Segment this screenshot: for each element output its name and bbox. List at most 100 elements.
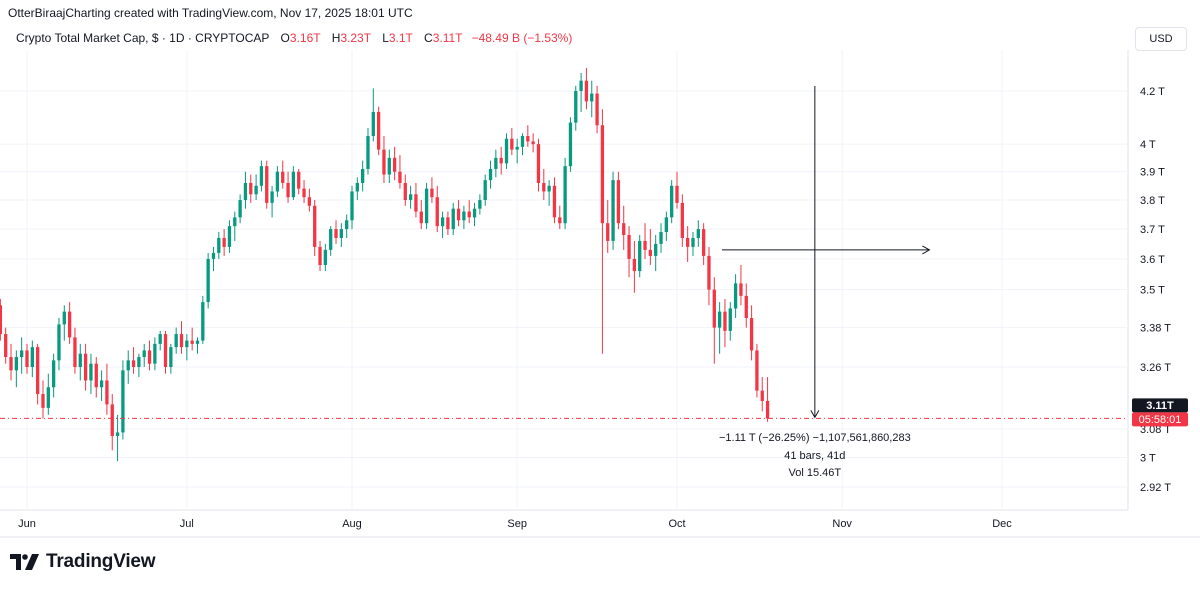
candle — [121, 360, 125, 440]
candle-body — [622, 223, 626, 235]
candle-body — [659, 232, 663, 244]
candle-body — [403, 182, 407, 201]
candle — [680, 194, 684, 247]
candle-body — [275, 171, 280, 192]
candle-body — [616, 180, 621, 224]
candle — [606, 200, 610, 253]
candle — [686, 226, 690, 262]
candle — [696, 220, 700, 247]
candle-body — [371, 111, 375, 137]
candle-body — [185, 340, 189, 348]
candle-body — [169, 347, 173, 368]
open-key: O — [280, 31, 290, 45]
candle — [46, 373, 50, 415]
candle-body — [744, 295, 748, 319]
measure-bars-label: 41 bars, 41d — [784, 450, 845, 462]
candle — [291, 166, 296, 201]
y-tick-label: 3.08 T — [1140, 424, 1171, 436]
candle-body — [73, 337, 77, 368]
candle-body — [195, 340, 200, 344]
symbol-name[interactable]: Crypto Total Market Cap, $ · 1D · CRYPTO… — [16, 31, 270, 45]
high-key: H — [331, 31, 341, 45]
candle-body — [494, 157, 498, 169]
candle-body — [89, 363, 93, 381]
tradingview-brand[interactable]: TradingView — [10, 551, 156, 573]
low-key: L — [382, 31, 389, 45]
candle-body — [323, 249, 328, 266]
x-tick-label: Jun — [18, 518, 36, 530]
candle — [728, 302, 732, 341]
candle — [707, 246, 711, 306]
candle — [307, 188, 312, 212]
candle — [526, 125, 530, 147]
candle-body — [361, 168, 365, 183]
candle-body — [4, 334, 8, 358]
candle — [201, 295, 205, 344]
candle-body — [654, 243, 658, 256]
candle-body — [238, 200, 242, 218]
candle — [643, 223, 647, 259]
candle-body — [41, 394, 45, 408]
candle — [558, 205, 562, 230]
candle-body — [131, 360, 136, 368]
candle-body — [57, 324, 61, 361]
candle — [62, 305, 66, 341]
candle-body — [547, 185, 551, 192]
measure-tool: −1.11 T (−26.25%) −1,107,561,860,283 41 b… — [0, 86, 1128, 479]
grid-lines — [0, 50, 1200, 538]
candle — [675, 171, 679, 209]
candle — [115, 414, 120, 462]
candle-body — [558, 217, 562, 224]
candle — [574, 85, 578, 131]
x-tick-label: Jul — [180, 518, 194, 530]
candle-body — [83, 353, 88, 381]
y-tick-label: 4.2 T — [1140, 86, 1165, 98]
candle-body — [265, 166, 269, 203]
y-tick-label: 3.9 T — [1140, 167, 1165, 179]
candle — [345, 214, 349, 238]
currency-button[interactable]: USD — [1135, 27, 1187, 51]
candle-body — [62, 311, 66, 325]
candle-body — [462, 211, 466, 221]
measure-change-label: −1.11 T (−26.25%) −1,107,561,860,283 — [719, 432, 911, 444]
candle-body — [670, 185, 674, 218]
candle-body — [126, 360, 130, 371]
tradingview-logo-icon — [10, 554, 39, 570]
candle — [520, 133, 525, 156]
candle — [717, 302, 722, 354]
candle-body — [675, 185, 679, 203]
candle-body — [579, 80, 583, 91]
candle-body — [99, 380, 104, 388]
candle-body — [382, 149, 386, 175]
candle — [611, 171, 615, 250]
candle — [552, 177, 557, 224]
candle-body — [430, 188, 434, 198]
candle — [515, 138, 519, 164]
candles — [0, 67, 770, 462]
candle — [499, 146, 503, 175]
candle-body — [339, 229, 343, 238]
candle-body — [510, 138, 514, 150]
candle-body — [115, 432, 120, 436]
price-badge: 3.11T 05:58:01 — [1132, 398, 1188, 427]
candle-body — [291, 171, 296, 198]
candle — [105, 363, 109, 415]
candle — [456, 200, 461, 227]
candle-body — [121, 370, 125, 433]
candle-body — [590, 93, 594, 102]
candle-body — [147, 350, 152, 364]
candle-body — [435, 197, 439, 227]
candle — [334, 220, 338, 244]
candle — [99, 370, 104, 401]
close-value: 3.11T — [432, 31, 463, 45]
candle — [403, 174, 407, 206]
high-value: 3.23T — [340, 31, 371, 45]
candle — [78, 343, 82, 381]
candle — [648, 229, 653, 266]
candle — [110, 394, 114, 451]
candle-body — [153, 343, 157, 364]
low-value: 3.1T — [388, 31, 413, 45]
candle — [158, 330, 162, 351]
brand-name: TradingView — [46, 551, 156, 572]
